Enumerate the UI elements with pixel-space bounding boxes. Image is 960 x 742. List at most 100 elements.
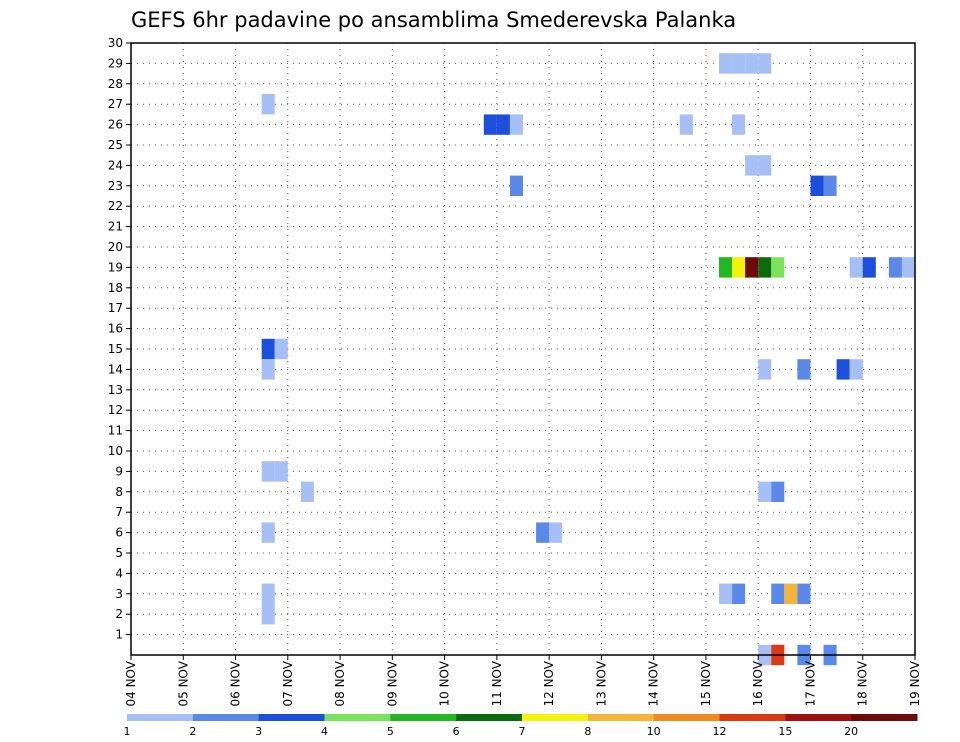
x-tick-label: 06 NOV — [229, 660, 243, 706]
colorbar-label: 3 — [255, 725, 262, 738]
precip-cell — [771, 257, 785, 278]
y-tick-label: 11 — [108, 424, 123, 438]
precip-cell — [888, 257, 902, 278]
x-tick-label: 19 NOV — [908, 660, 922, 706]
precip-cell — [849, 257, 863, 278]
precip-cell — [549, 522, 563, 543]
colorbar-swatch — [851, 714, 918, 721]
x-tick-label: 07 NOV — [281, 660, 295, 706]
y-tick-label: 28 — [108, 77, 123, 91]
y-tick-label: 3 — [115, 587, 123, 601]
precip-cell — [849, 359, 863, 380]
precip-cell — [261, 359, 275, 380]
colorbar-label: 10 — [647, 725, 661, 738]
precip-cell — [483, 114, 497, 135]
precip-cell — [758, 257, 772, 278]
y-tick-label: 18 — [108, 281, 123, 295]
colorbar-swatch — [127, 714, 194, 721]
y-tick-label: 29 — [108, 56, 123, 70]
precip-cell — [797, 359, 811, 380]
colorbar-label: 20 — [844, 725, 858, 738]
y-tick-label: 14 — [108, 362, 123, 376]
y-tick-label: 5 — [115, 546, 123, 560]
precip-cell — [536, 522, 550, 543]
precip-cell — [732, 53, 746, 74]
colorbar-label: 12 — [713, 725, 727, 738]
precip-cell — [679, 114, 693, 135]
x-tick-label: 17 NOV — [803, 660, 817, 706]
y-tick-label: 25 — [108, 138, 123, 152]
y-tick-label: 1 — [115, 628, 123, 642]
precip-cell — [758, 155, 772, 176]
precip-cell — [771, 481, 785, 502]
colorbar-label: 8 — [584, 725, 591, 738]
chart-title: GEFS 6hr padavine po ansamblima Smederev… — [131, 8, 736, 32]
x-tick-label: 09 NOV — [385, 660, 399, 706]
y-tick-label: 13 — [108, 383, 123, 397]
data-cells — [261, 53, 915, 666]
colorbar-label: 5 — [387, 725, 394, 738]
precip-cell — [261, 94, 275, 115]
precip-cell — [261, 338, 275, 360]
y-tick-label: 19 — [108, 260, 123, 274]
y-tick-label: 15 — [108, 342, 123, 356]
y-tick-label: 4 — [115, 566, 123, 580]
colorbar-label: 15 — [778, 725, 792, 738]
colorbar-swatch — [719, 714, 786, 721]
precip-cell — [823, 175, 837, 196]
colorbar: 1 2 3 4 5 6 7 8 10 12 15 20 — [124, 714, 918, 738]
precip-cell — [509, 175, 523, 196]
precip-cell — [732, 114, 746, 135]
y-tick-label: 7 — [115, 505, 123, 519]
colorbar-swatch — [258, 714, 325, 721]
precip-cell — [261, 522, 275, 543]
y-tick-label: 22 — [108, 199, 123, 213]
precip-cell — [719, 257, 733, 278]
grid-layer — [130, 42, 916, 655]
x-tick-label: 15 NOV — [699, 660, 713, 706]
y-tick-label: 12 — [108, 403, 123, 417]
x-tick-label: 11 NOV — [490, 660, 504, 706]
precip-cell — [758, 359, 772, 380]
colorbar-swatch — [390, 714, 457, 721]
precip-cell — [300, 481, 314, 502]
precip-cell — [784, 583, 798, 604]
precip-cell — [719, 583, 733, 604]
y-tick-label: 17 — [108, 301, 123, 315]
x-tick-label: 16 NOV — [751, 660, 765, 706]
y-axis: 1234567891011121314151617181920212223242… — [108, 36, 131, 642]
precip-cell — [745, 155, 759, 176]
y-tick-label: 30 — [108, 36, 123, 50]
precip-cell — [261, 461, 275, 482]
y-tick-label: 24 — [108, 158, 123, 172]
precip-cell — [732, 257, 746, 278]
colorbar-label: 4 — [321, 725, 328, 738]
x-tick-label: 10 NOV — [438, 660, 452, 706]
precip-cell — [836, 359, 850, 380]
x-tick-label: 13 NOV — [594, 660, 608, 706]
precip-cell — [810, 175, 824, 196]
precip-cell — [771, 583, 785, 604]
x-axis: 04 NOV 05 NOV 06 NOV 07 NOV 08 NOV 09 NOV 10 N… — [124, 655, 922, 707]
y-tick-label: 20 — [108, 240, 123, 254]
y-tick-label: 23 — [108, 179, 123, 193]
precip-cell — [274, 338, 288, 360]
colorbar-label: 2 — [189, 725, 196, 738]
colorbar-label: 7 — [519, 725, 526, 738]
colorbar-swatch — [522, 714, 589, 721]
precip-cell — [901, 257, 915, 278]
precip-cell — [758, 53, 772, 74]
x-tick-label: 04 NOV — [124, 660, 138, 706]
precip-cell — [274, 461, 288, 482]
colorbar-label: 6 — [453, 725, 460, 738]
precip-cell — [862, 257, 876, 278]
precip-cell — [758, 481, 772, 502]
precip-cell — [745, 257, 759, 278]
x-tick-label: 12 NOV — [542, 660, 556, 706]
colorbar-swatch — [192, 714, 260, 721]
y-tick-label: 16 — [108, 322, 123, 336]
y-tick-label: 21 — [108, 220, 123, 234]
y-tick-label: 2 — [115, 607, 123, 621]
x-tick-label: 08 NOV — [333, 660, 347, 706]
